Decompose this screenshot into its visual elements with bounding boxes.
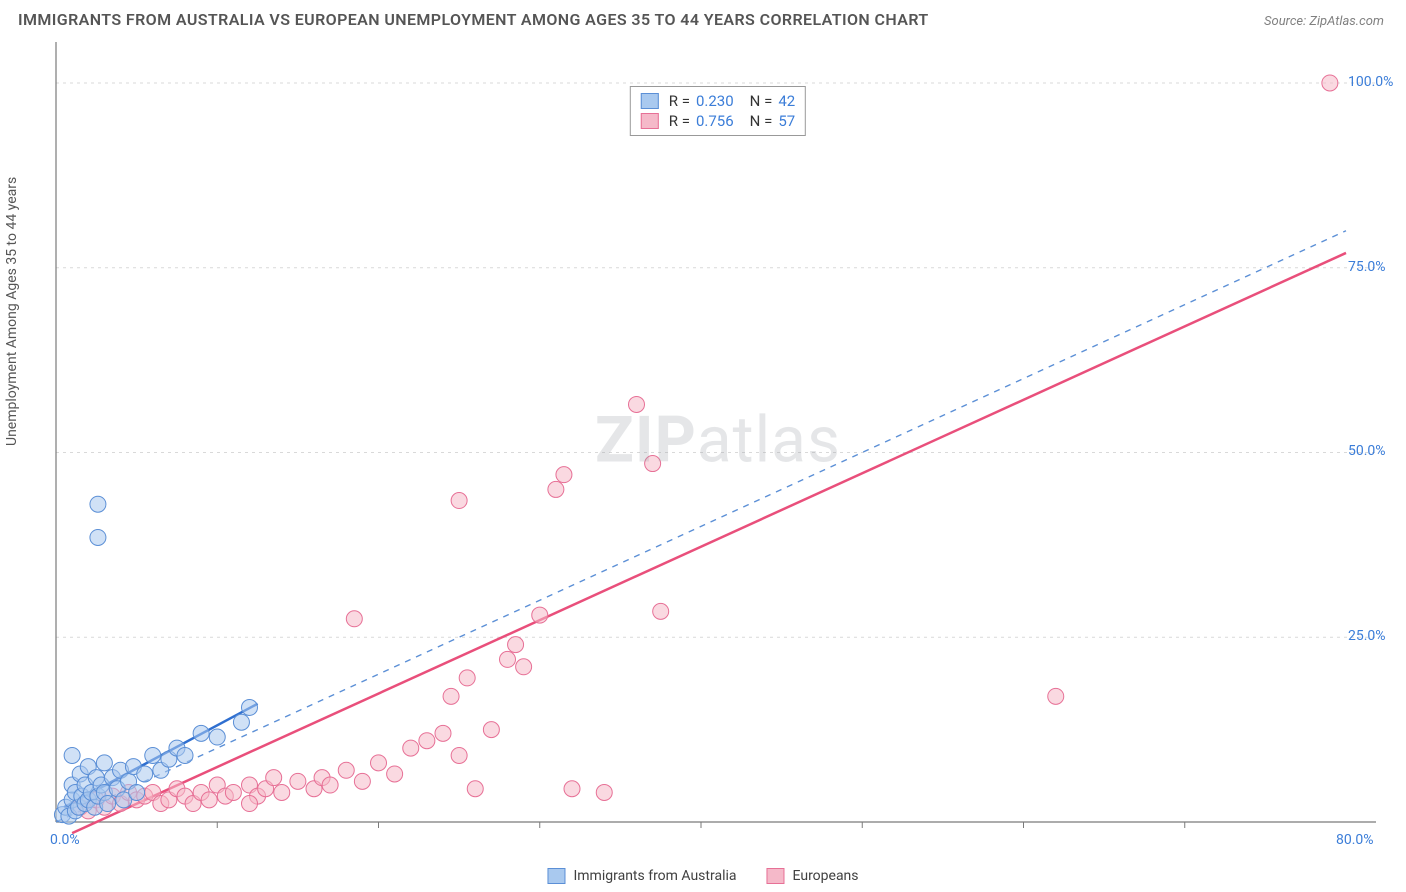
legend-r-value-1: 0.230 — [696, 92, 734, 110]
series-legend: Immigrants from Australia Europeans — [547, 868, 858, 884]
y-axis-label: Unemployment Among Ages 35 to 44 years — [4, 177, 20, 446]
scatter-chart-svg — [50, 40, 1386, 852]
legend-swatch-pink — [641, 113, 659, 129]
legend-r-value-2: 0.756 — [696, 112, 734, 130]
correlation-legend: R = 0.230 N = 42 R = 0.756 N = 57 — [630, 86, 806, 136]
chart-title: IMMIGRANTS FROM AUSTRALIA VS EUROPEAN UN… — [18, 10, 929, 29]
chart-plot-area: ZIPatlas R = 0.230 N = 42 R = 0.756 N = … — [50, 40, 1386, 852]
legend-n-value-2: 57 — [778, 112, 795, 130]
legend-swatch-blue — [641, 93, 659, 109]
legend-n-value-1: 42 — [778, 92, 795, 110]
axis-tick: 100.0% — [1348, 74, 1393, 90]
axis-tick: 75.0% — [1348, 259, 1386, 275]
legend-item-immigrants: Immigrants from Australia — [547, 868, 736, 884]
axis-tick: 25.0% — [1348, 628, 1386, 644]
legend-label-1: Immigrants from Australia — [573, 868, 736, 884]
axis-tick: 50.0% — [1348, 443, 1386, 459]
legend-swatch-blue-2 — [547, 868, 565, 884]
legend-label-2: Europeans — [793, 868, 859, 884]
legend-r-label-2: R = — [669, 112, 690, 130]
source-attribution: Source: ZipAtlas.com — [1264, 14, 1384, 29]
legend-row-series-2: R = 0.756 N = 57 — [641, 111, 795, 131]
legend-n-label-1: N = — [750, 92, 773, 110]
legend-swatch-pink-2 — [767, 868, 785, 884]
axis-tick: 0.0% — [50, 832, 80, 848]
axis-tick: 80.0% — [1336, 832, 1374, 848]
legend-row-series-1: R = 0.230 N = 42 — [641, 91, 795, 111]
legend-item-europeans: Europeans — [767, 868, 859, 884]
legend-r-label-1: R = — [669, 92, 690, 110]
legend-n-label-2: N = — [750, 112, 773, 130]
